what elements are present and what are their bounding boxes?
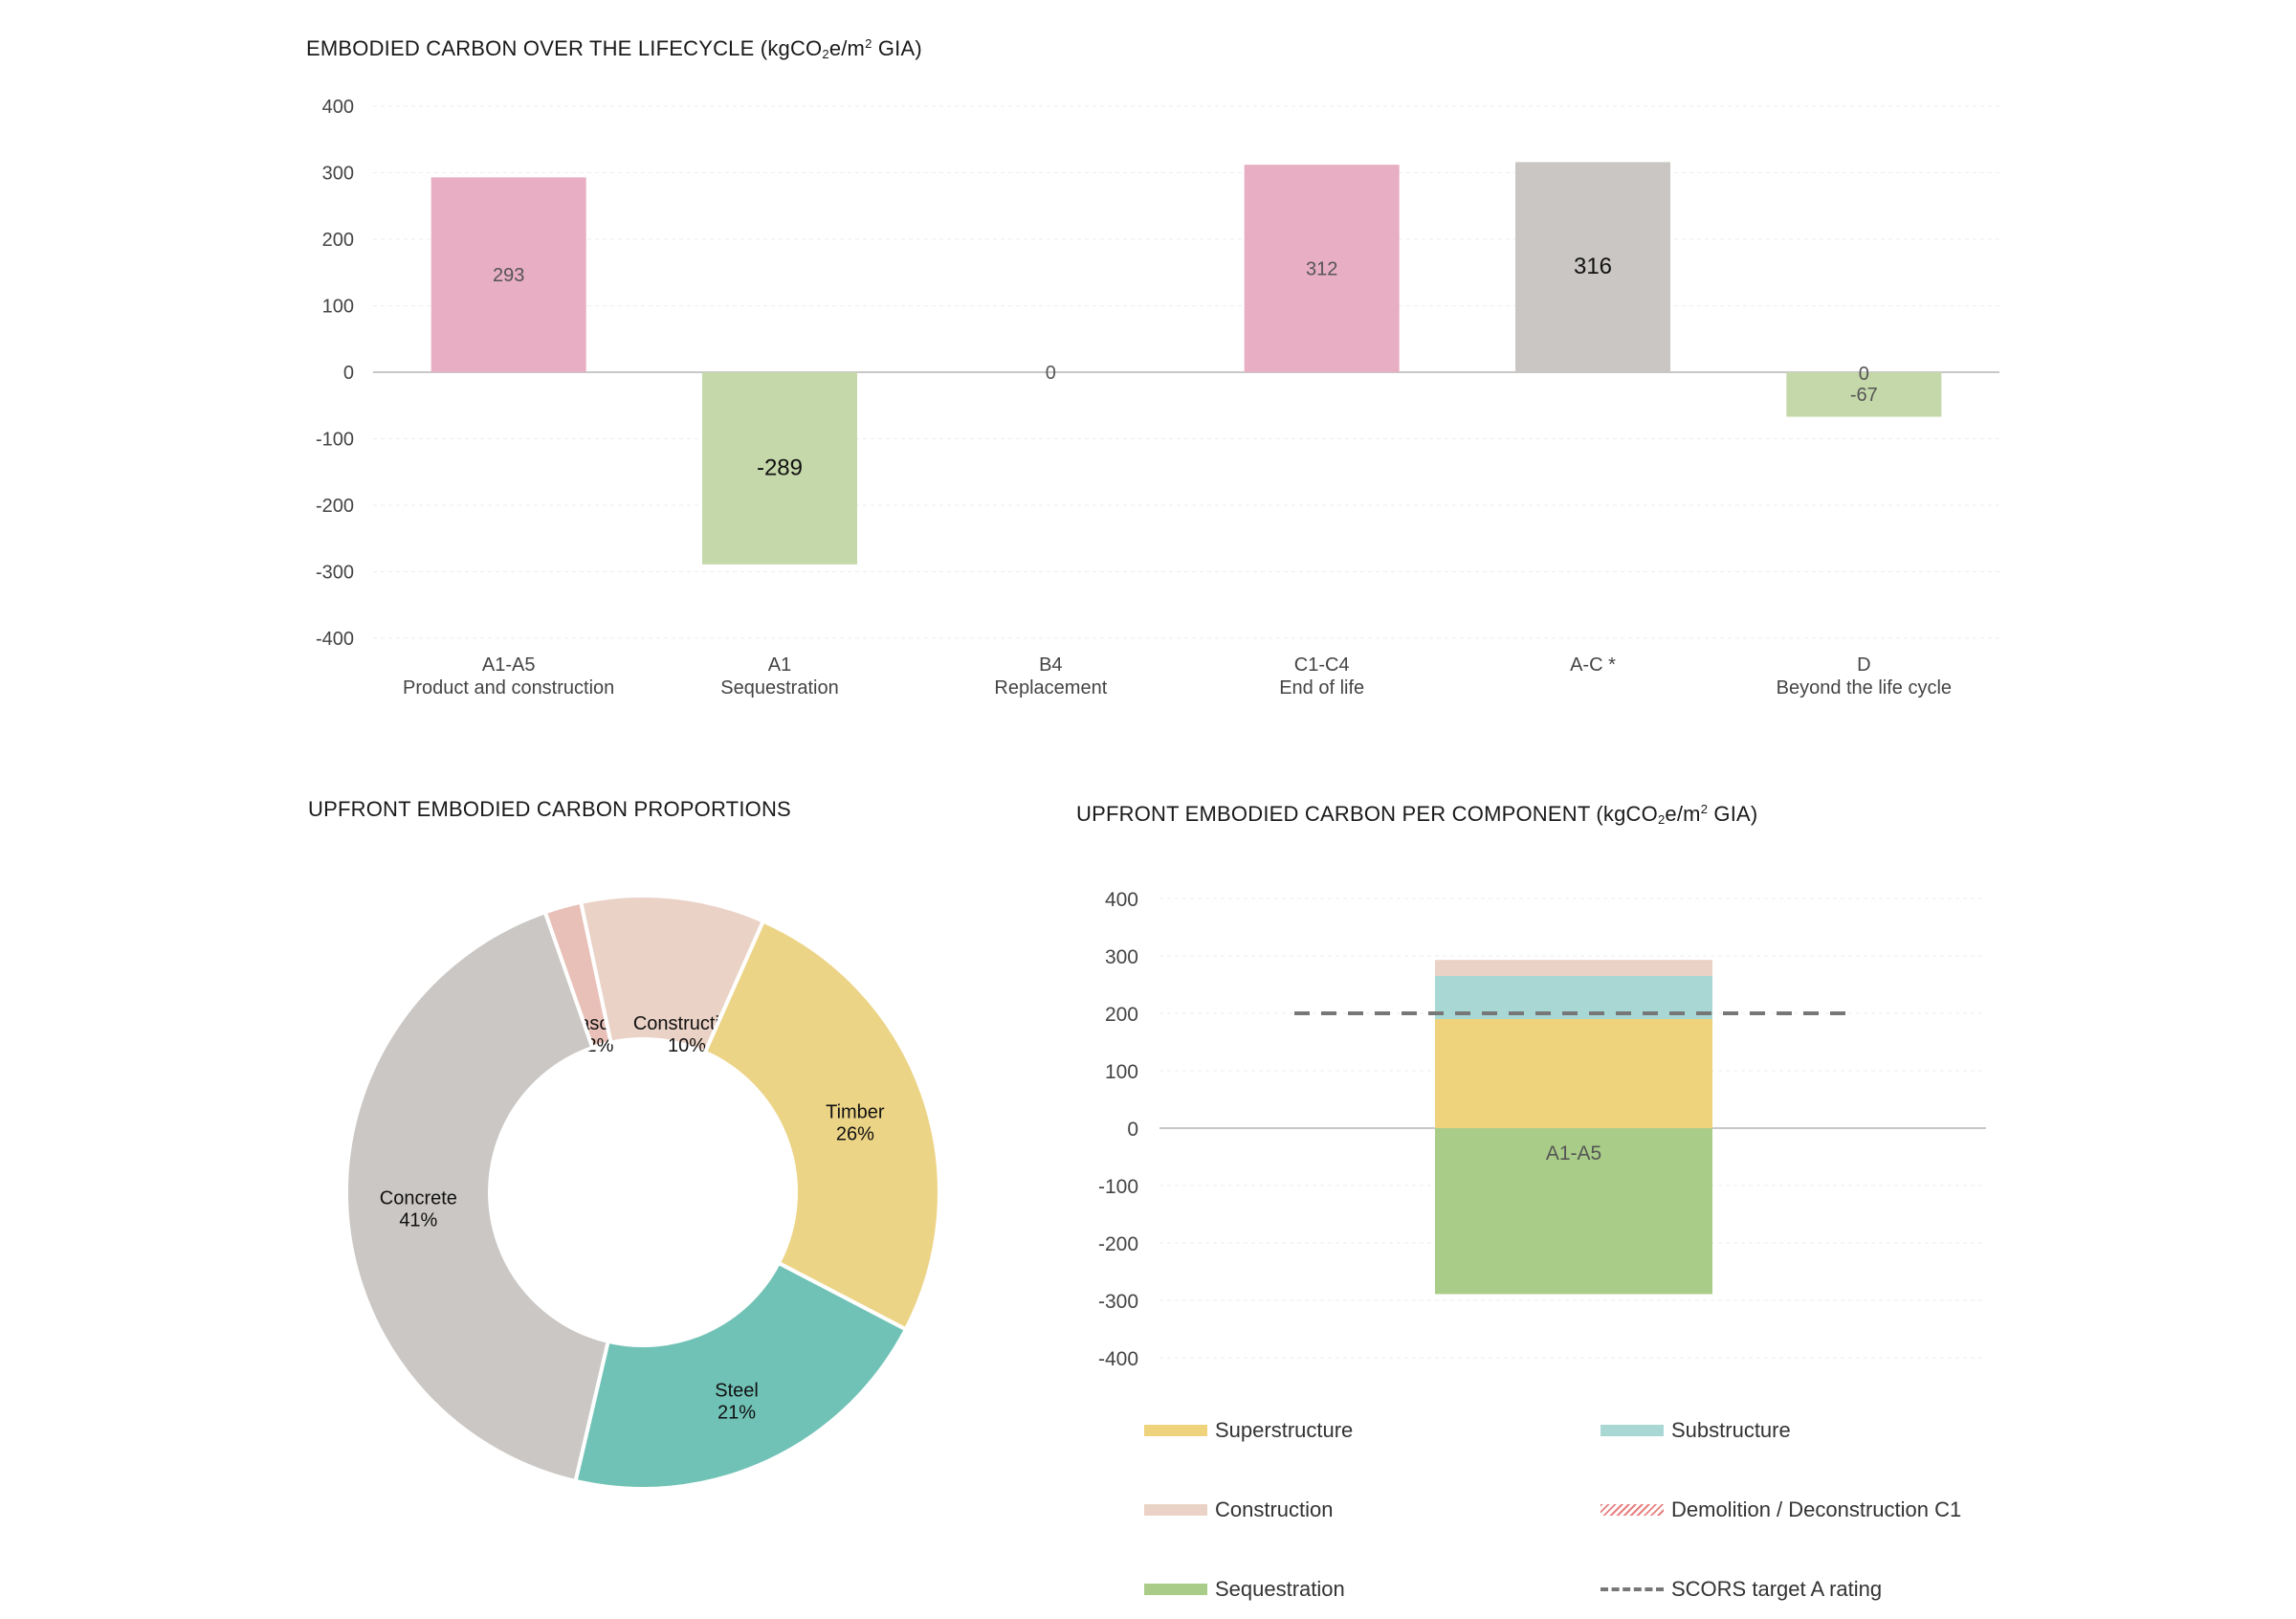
data-label: 312: [1306, 259, 1337, 280]
slice-percent-label: 2%: [586, 1035, 614, 1056]
x-tick-label: Sequestration: [720, 677, 838, 699]
legend-swatch: [1144, 1584, 1207, 1595]
slice-percent-label: 21%: [718, 1403, 756, 1424]
y-tick-label: 200: [322, 230, 354, 251]
data-label: 293: [493, 265, 524, 286]
legend-label: SCORS target A rating: [1671, 1577, 1883, 1601]
lifecycle-chart-title: EMBODIED CARBON OVER THE LIFECYCLE (kgCO…: [306, 36, 922, 61]
donut-slice: [702, 919, 941, 1333]
legend-item: Superstructure: [1144, 1418, 1353, 1443]
y-tick-label: -300: [316, 563, 354, 584]
slice-percent-label: 41%: [399, 1210, 437, 1231]
legend-swatch: [1601, 1425, 1664, 1436]
y-tick-label: -400: [316, 629, 354, 650]
y-tick-label: -200: [1098, 1233, 1138, 1255]
y-tick-label: -300: [1098, 1291, 1138, 1313]
y-tick-label: -400: [1098, 1348, 1138, 1370]
legend-item: SCORS target A rating: [1601, 1577, 1882, 1602]
category-label: A1-A5: [1546, 1142, 1601, 1164]
bar: [1244, 165, 1400, 372]
data-label: 316: [1574, 254, 1612, 279]
bar: [430, 177, 586, 372]
y-tick-label: 0: [343, 363, 354, 384]
data-label: -67: [1850, 385, 1878, 406]
y-tick-label: 0: [1127, 1119, 1138, 1141]
legend-label: Superstructure: [1215, 1418, 1354, 1442]
legend-item: Demolition / Deconstruction C1: [1601, 1497, 1961, 1522]
x-tick-label: Replacement: [994, 677, 1107, 699]
legend-item: Construction: [1144, 1497, 1334, 1522]
slice-percent-label: 26%: [836, 1123, 874, 1144]
legend-label: Substructure: [1671, 1418, 1791, 1442]
stacked-segment: [1435, 1019, 1712, 1128]
y-tick-label: 300: [1105, 946, 1138, 968]
donut-slice: [344, 909, 611, 1484]
x-tick-label: End of life: [1279, 677, 1364, 699]
legend-swatch: [1144, 1425, 1207, 1436]
x-tick-label: Product and construction: [403, 677, 614, 699]
x-tick-label: Beyond the life cycle: [1777, 677, 1952, 699]
data-label: 0: [1046, 363, 1056, 384]
component-legend: Superstructure Substructure Construction De…: [1144, 1399, 2005, 1619]
bar: [1515, 162, 1670, 372]
slice-percent-label: 10%: [668, 1035, 706, 1056]
x-tick-label: A1: [768, 654, 791, 676]
legend-swatch: [1601, 1587, 1664, 1591]
proportions-chart-title: UPFRONT EMBODIED CARBON PROPORTIONS: [308, 797, 791, 821]
y-tick-label: 400: [1105, 889, 1138, 911]
data-label: -289: [757, 455, 803, 480]
y-tick-label: -200: [316, 496, 354, 517]
y-tick-label: 400: [322, 97, 354, 118]
x-tick-label: A1-A5: [482, 654, 536, 676]
slice-name-label: Steel: [715, 1381, 759, 1402]
legend-label: Construction: [1215, 1497, 1334, 1521]
slice-name-label: Concrete: [380, 1188, 457, 1209]
bar: [702, 372, 857, 565]
y-tick-label: 200: [1105, 1004, 1138, 1026]
x-tick-label: B4: [1039, 654, 1062, 676]
x-tick-label: C1-C4: [1294, 654, 1350, 676]
y-tick-label: 100: [322, 297, 354, 318]
x-tick-label: D: [1857, 654, 1870, 676]
slice-name-label: Timber: [826, 1101, 885, 1122]
legend-label: Demolition / Deconstruction C1: [1671, 1497, 1962, 1521]
stacked-segment: [1435, 960, 1712, 976]
y-tick-label: -100: [316, 430, 354, 451]
legend-swatch: [1144, 1504, 1207, 1516]
data-label: 0: [1859, 364, 1869, 385]
y-tick-label: 300: [322, 164, 354, 185]
legend-swatch: [1601, 1504, 1664, 1516]
y-tick-label: 100: [1105, 1061, 1138, 1083]
component-chart-title: UPFRONT EMBODIED CARBON PER COMPONENT (k…: [1076, 802, 1758, 827]
legend-label: Sequestration: [1215, 1577, 1345, 1601]
x-tick-label: A-C *: [1570, 654, 1616, 676]
legend-item: Sequestration: [1144, 1577, 1345, 1602]
legend-item: Substructure: [1601, 1418, 1791, 1443]
stacked-segment: [1435, 1128, 1712, 1295]
bar: [1786, 372, 1942, 417]
donut-slice: [573, 1260, 909, 1491]
y-tick-label: -100: [1098, 1176, 1138, 1198]
